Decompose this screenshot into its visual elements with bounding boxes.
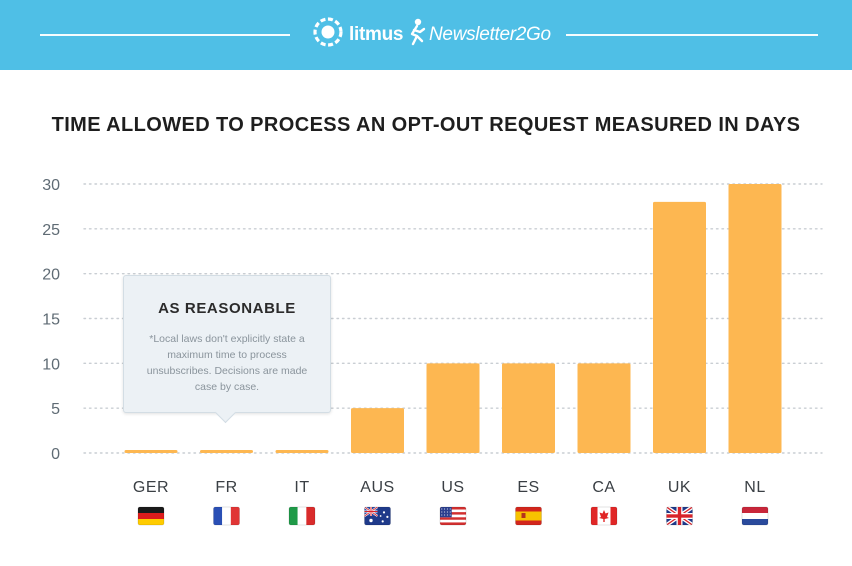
x-tick-label: UK <box>668 479 691 496</box>
header-banner: litmus Newsletter2Go <box>0 0 852 70</box>
as-reasonable-tooltip: AS REASONABLE *Local laws don't explicit… <box>123 275 331 413</box>
y-tick-label: 0 <box>51 446 60 463</box>
header-divider-left <box>40 34 290 36</box>
tooltip-body: *Local laws don't explicitly state a max… <box>146 333 308 393</box>
canada-flag-icon <box>591 507 617 525</box>
litmus-wordmark: litmus <box>349 23 404 45</box>
litmus-brand: litmus <box>313 17 403 52</box>
flag-border <box>439 506 467 526</box>
bar-nl <box>728 184 782 453</box>
y-tick-label: 5 <box>51 401 60 418</box>
litmus-logo-icon <box>313 17 343 52</box>
flag-border <box>364 506 391 526</box>
y-tick-label: 15 <box>42 312 60 329</box>
y-tick-label: 20 <box>42 267 60 284</box>
x-tick-label: FR <box>215 479 237 496</box>
tooltip-title: AS REASONABLE <box>158 300 296 317</box>
flag-border <box>515 506 542 526</box>
bar-us <box>426 363 480 453</box>
flag-border <box>666 506 693 526</box>
header-divider-right <box>566 34 818 36</box>
x-tick-label: ES <box>517 479 539 496</box>
bar-aus <box>351 408 404 453</box>
x-tick-label: CA <box>592 479 615 496</box>
flag-border <box>288 506 316 526</box>
x-tick-label: US <box>441 479 464 496</box>
flag-border <box>590 506 618 526</box>
flag-border <box>741 506 769 526</box>
x-tick-label: AUS <box>360 479 394 496</box>
bar-es <box>502 363 555 453</box>
bar-it <box>275 450 329 453</box>
y-tick-label: 10 <box>42 356 60 373</box>
flag-border <box>213 506 240 526</box>
uk-flag-icon <box>666 507 693 525</box>
flag-border <box>137 506 165 526</box>
bar-uk <box>653 201 706 453</box>
x-tick-label: GER <box>133 479 169 496</box>
y-tick-label: 25 <box>42 222 60 239</box>
chart-title: TIME ALLOWED TO PROCESS AN OPT-OUT REQUE… <box>51 114 801 136</box>
australia-flag-icon <box>364 507 391 525</box>
france-flag-icon <box>213 507 240 525</box>
newsletter2go-logo-icon <box>405 17 427 52</box>
bar-fr <box>200 450 253 453</box>
usa-flag-icon <box>440 507 466 525</box>
italy-flag-icon <box>289 507 315 525</box>
germany-flag-icon <box>138 507 164 525</box>
x-tick-label: IT <box>294 479 309 496</box>
spain-flag-icon <box>515 507 542 525</box>
x-tick-label: NL <box>744 479 765 496</box>
netherlands-flag-icon <box>742 507 768 525</box>
newsletter2go-brand: Newsletter2Go <box>405 17 551 52</box>
bar-ca <box>577 363 631 453</box>
newsletter2go-wordmark: Newsletter2Go <box>429 23 551 45</box>
y-tick-label: 30 <box>42 177 60 194</box>
bar-ger <box>124 450 178 453</box>
